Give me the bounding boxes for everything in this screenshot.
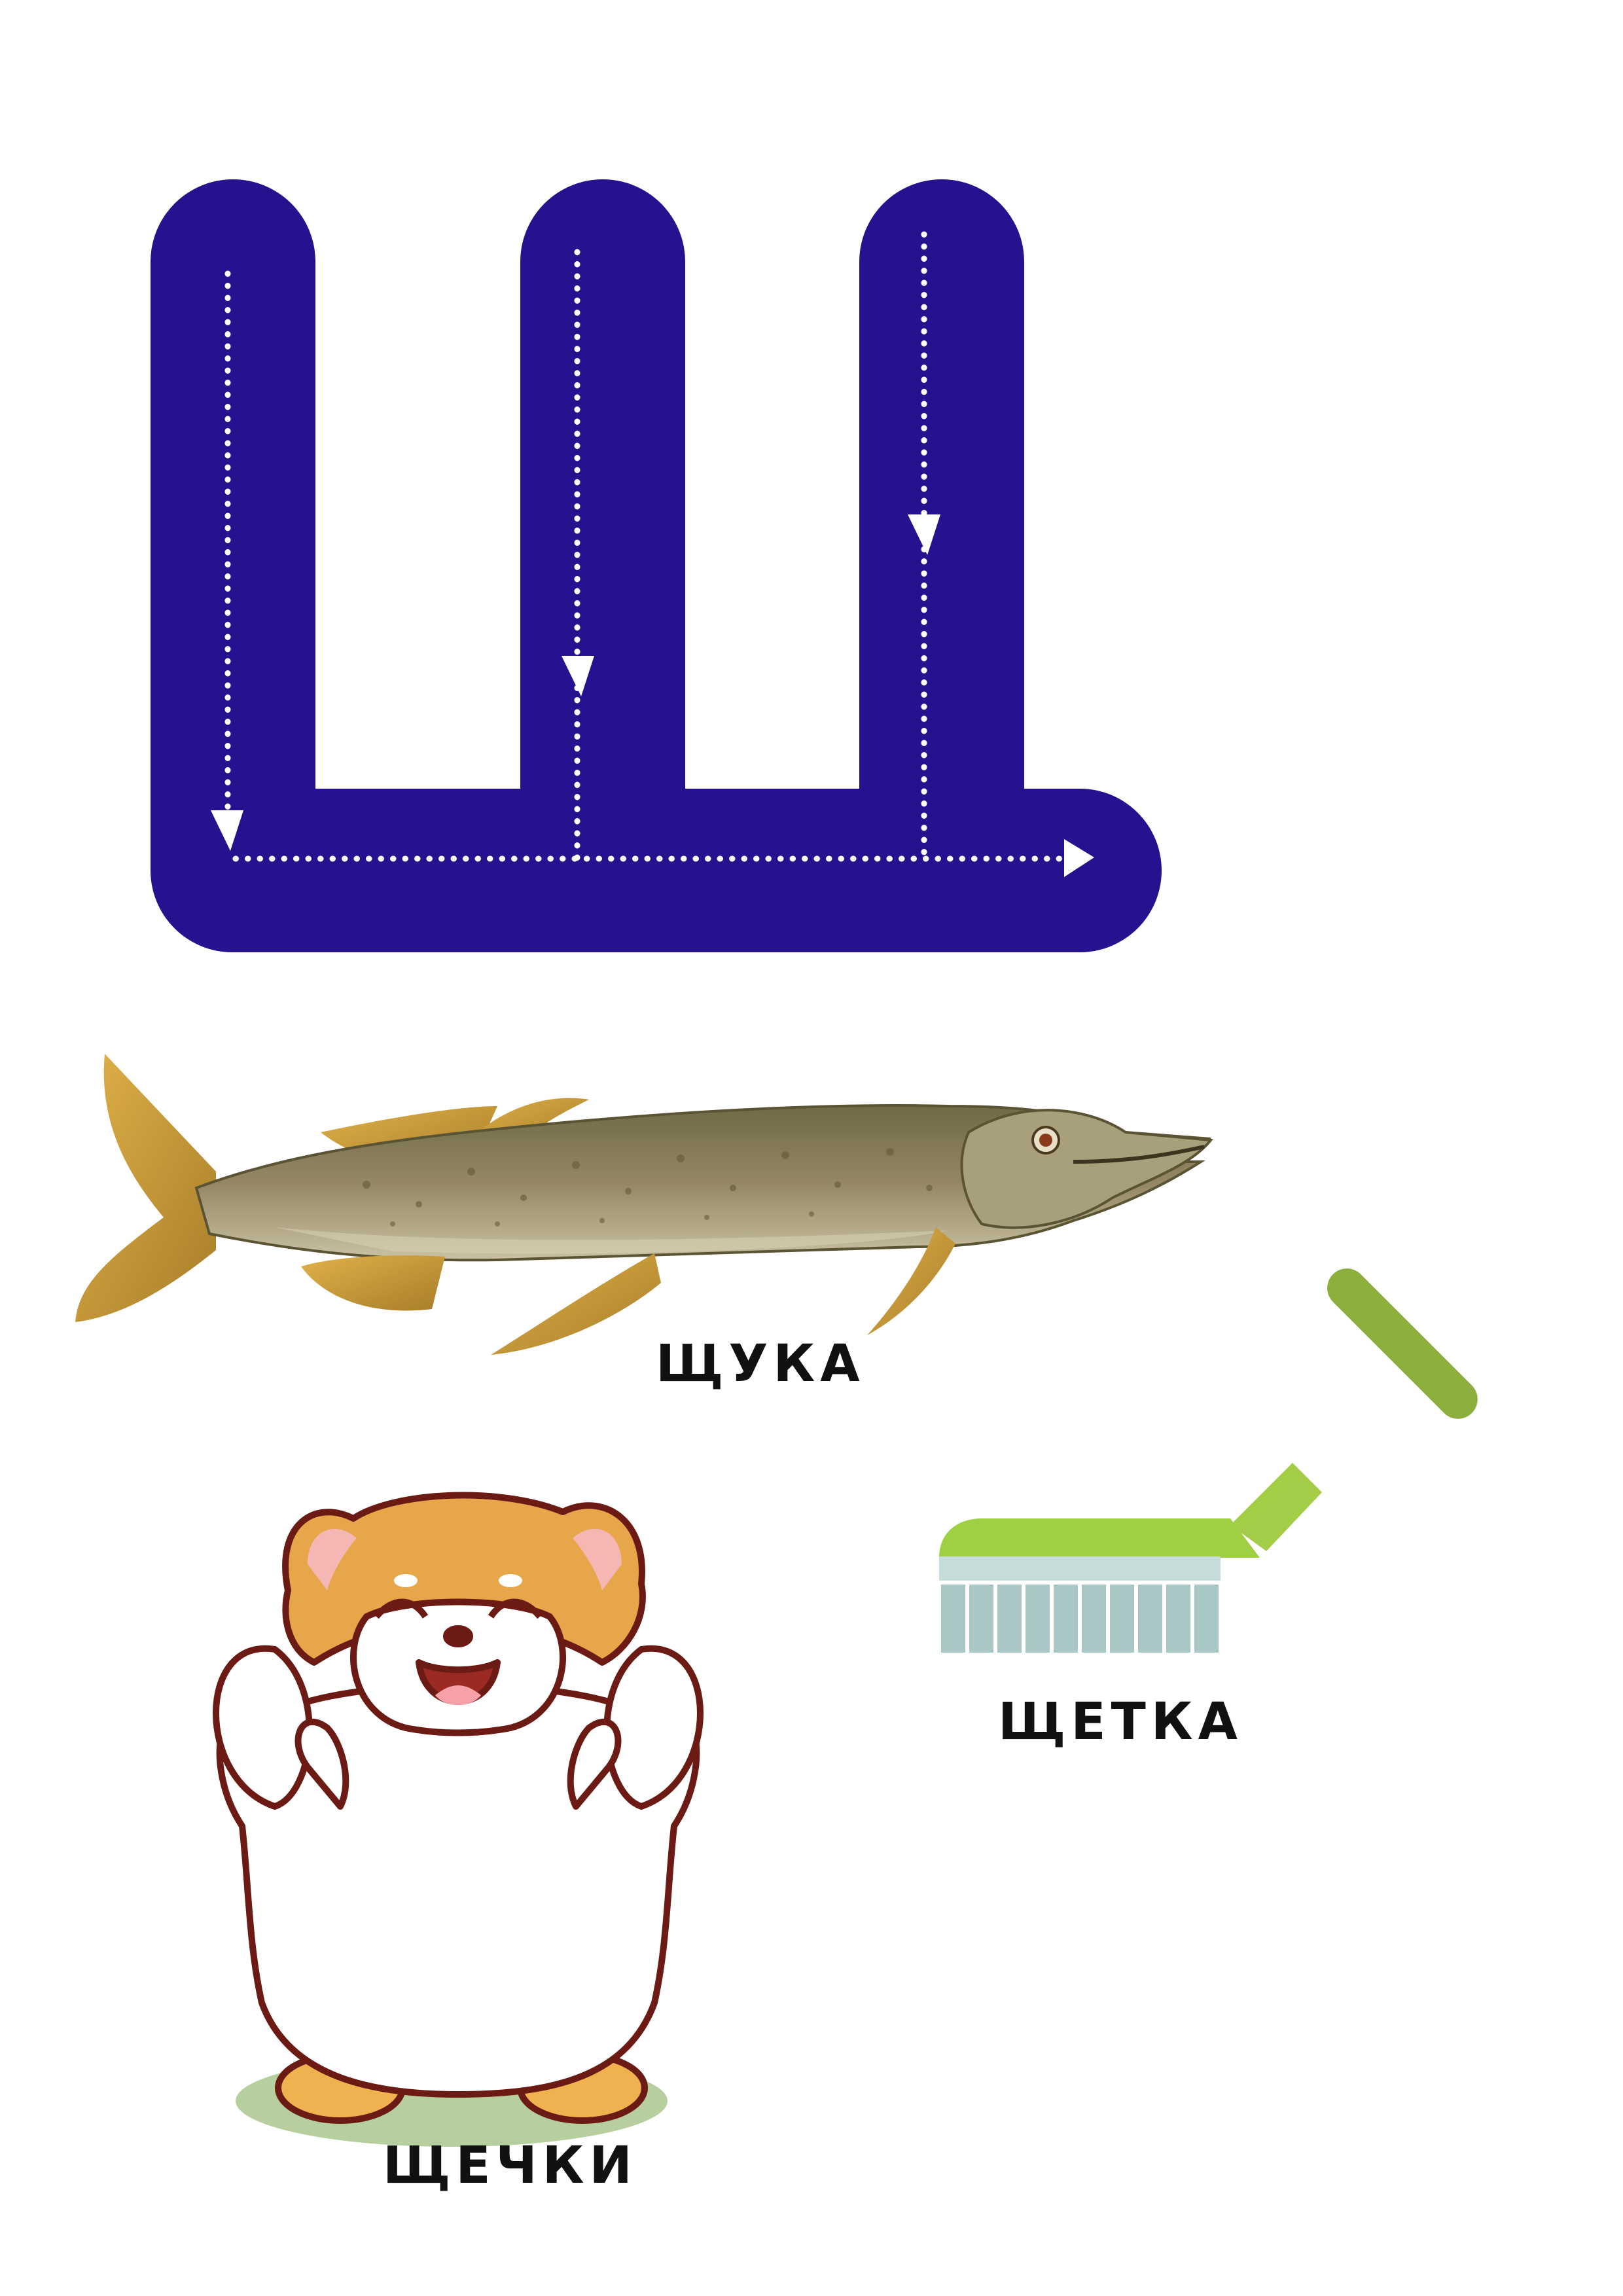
arrow-down-icon bbox=[908, 514, 940, 555]
scrub-brush-illustration bbox=[937, 1268, 1478, 1657]
tracing-guides bbox=[224, 231, 1070, 867]
caption-pike: ЩУКА bbox=[656, 1335, 865, 1393]
arrow-right-icon bbox=[1064, 839, 1094, 877]
letter-sha-shape bbox=[151, 179, 1162, 952]
hamster-illustration bbox=[213, 1492, 704, 2147]
caption-cheeks: ЩЕЧКИ bbox=[383, 2136, 637, 2195]
arrow-down-icon bbox=[211, 810, 243, 851]
caption-brush: ЩЕТКА bbox=[998, 1693, 1243, 1751]
guide-arrows bbox=[211, 514, 1094, 877]
arrow-down-icon bbox=[562, 656, 594, 696]
pike-fish-illustration bbox=[75, 1054, 1213, 1355]
